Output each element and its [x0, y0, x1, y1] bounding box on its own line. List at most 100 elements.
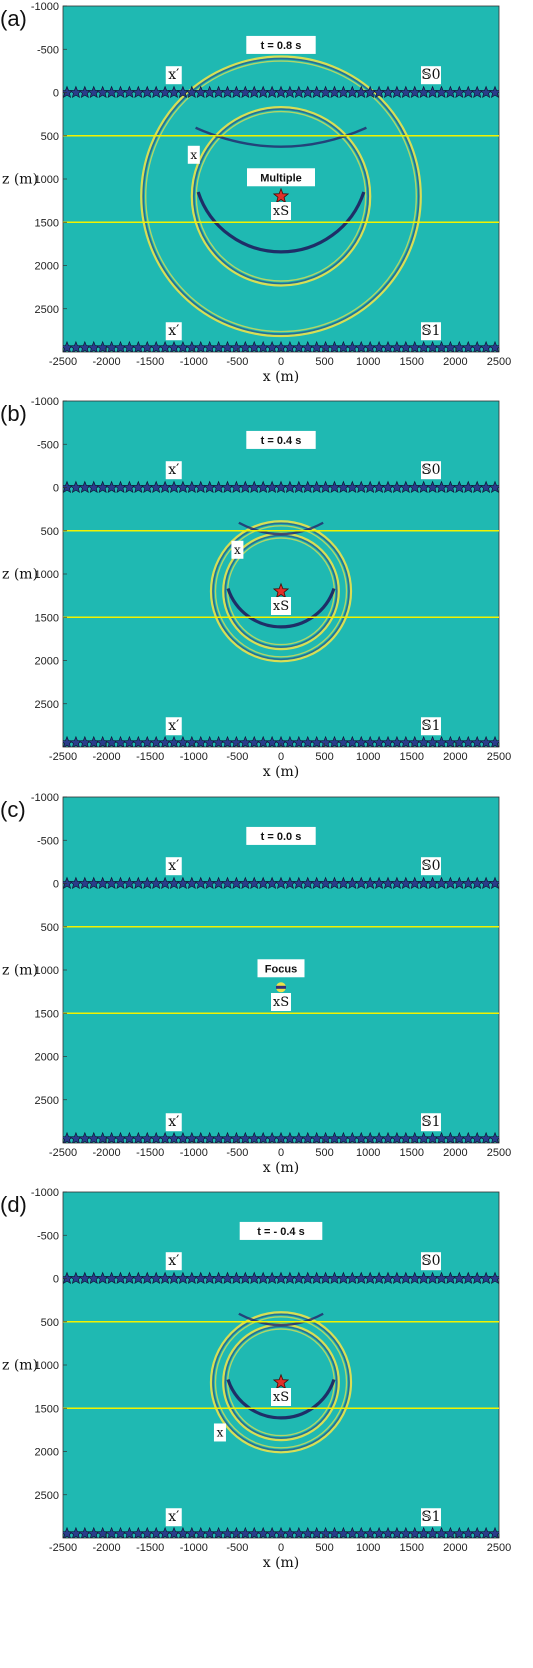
- point-x-label-box: [231, 540, 244, 559]
- x-axis-label: x (m): [263, 1555, 300, 1571]
- wavefront-outer: [190, 106, 372, 287]
- x-tick-label: -500: [226, 1542, 248, 1554]
- receiver-label-top-text: x′: [168, 67, 179, 83]
- source-label: xS: [271, 597, 291, 616]
- source-label: xS: [271, 993, 291, 1012]
- surface-s1-star: [488, 735, 499, 747]
- point-x-label: x: [213, 1423, 226, 1442]
- x-tick-label: -1000: [180, 751, 208, 763]
- time-label-text: t = 0.8 s: [261, 40, 302, 52]
- z-tick-label: 1000: [35, 965, 59, 977]
- surface-s0-star: [488, 876, 499, 890]
- z-tick-label: -500: [37, 835, 59, 847]
- x-tick-label: -500: [226, 1147, 248, 1159]
- surface-s0-label: 𝕊0: [420, 1252, 441, 1271]
- z-axis-label: z (m): [2, 171, 38, 187]
- panel-letter: (a): [0, 6, 27, 31]
- point-x-label-box: [213, 1423, 226, 1442]
- time-label-text: t = - 0.4 s: [257, 1226, 304, 1238]
- panel-letter: (d): [0, 1192, 27, 1217]
- plot-area: [62, 400, 500, 748]
- z-tick-label: 1500: [35, 1008, 59, 1020]
- surface-s1-label-box: [420, 322, 441, 341]
- receiver-label-bottom: x′: [165, 717, 182, 736]
- receiver-label-top-box: [165, 66, 182, 85]
- surface-s1-star: [488, 1526, 499, 1538]
- z-tick-label: 0: [53, 1274, 59, 1286]
- surface-s1-label-text: 𝕊1: [421, 1509, 440, 1525]
- point-x-label-box: [187, 145, 200, 164]
- z-tick-label: 1000: [35, 1360, 59, 1372]
- x-tick-label: 2500: [487, 1147, 511, 1159]
- receiver-label-top: x′: [165, 66, 182, 85]
- x-tick-label: 2000: [443, 1542, 467, 1554]
- z-tick-label: 1000: [35, 569, 59, 581]
- annotation-label: Focus: [257, 959, 305, 978]
- z-tick-label: 0: [53, 483, 59, 495]
- receiver-label-top-box: [165, 461, 182, 480]
- x-tick-label: 2000: [443, 356, 467, 368]
- surface-s0-label: 𝕊0: [420, 461, 441, 480]
- source-label: xS: [271, 202, 291, 221]
- x-tick-label: -2000: [93, 1147, 121, 1159]
- z-tick-label: -1000: [31, 1187, 59, 1199]
- receiver-label-top: x′: [165, 857, 182, 876]
- surface-s1-label-box: [420, 1508, 441, 1527]
- wavefront-inner: [145, 60, 417, 333]
- time-label: t = - 0.4 s: [239, 1221, 323, 1240]
- receiver-label-top-text: x′: [168, 1253, 179, 1269]
- wavefront-inner: [195, 110, 367, 282]
- surface-s0-label-box: [420, 1252, 441, 1271]
- source-label-text: xS: [273, 204, 289, 219]
- x-tick-label: 2500: [487, 356, 511, 368]
- panel-letter: (c): [0, 797, 26, 822]
- reflected-arc: [226, 588, 336, 629]
- x-tick-label: -1500: [136, 751, 164, 763]
- x-tick-label: 2000: [443, 751, 467, 763]
- x-tick-label: -2500: [49, 1542, 77, 1554]
- x-tick-label: 1000: [356, 1147, 380, 1159]
- z-tick-label: 2000: [35, 1447, 59, 1459]
- x-tick-label: -2000: [93, 356, 121, 368]
- surface-s1-label-box: [420, 717, 441, 736]
- z-axis-label: z (m): [2, 566, 38, 582]
- receiver-label-bottom-text: x′: [168, 1114, 179, 1130]
- z-tick-label: 1500: [35, 217, 59, 229]
- surface-s1-label: 𝕊1: [420, 717, 441, 736]
- annotation-label: Multiple: [247, 168, 315, 187]
- multiple-arc: [238, 1312, 324, 1327]
- source-label-text: xS: [273, 1390, 289, 1405]
- surface-s1-star: [488, 1131, 499, 1143]
- receiver-label-bottom-text: x′: [168, 718, 179, 734]
- surface-s0-label-box: [420, 857, 441, 876]
- panel-c: t = 0.0 s Focus x′ x′ 𝕊0 𝕊1 xS (c) -1000 -500 0 500…: [0, 792, 511, 1176]
- receiver-label-bottom-text: x′: [168, 323, 179, 339]
- z-tick-label: -1000: [31, 1, 59, 13]
- x-tick-label: -2500: [49, 356, 77, 368]
- x-tick-label: 1000: [356, 356, 380, 368]
- x-tick-label: 1500: [400, 1147, 424, 1159]
- z-tick-label: 500: [41, 1317, 59, 1329]
- time-label-text: t = 0.0 s: [261, 831, 302, 843]
- time-label-box: [246, 35, 316, 54]
- x-tick-label: -1500: [136, 1147, 164, 1159]
- z-axis-label: z (m): [2, 1357, 38, 1373]
- surface-s1-label: 𝕊1: [420, 1508, 441, 1527]
- source-star: [272, 582, 290, 599]
- panel-d: t = - 0.4 s x′ x′ 𝕊0 𝕊1 xS x (d) -1000 -500 0 500 10…: [0, 1187, 511, 1571]
- wavefront-outer: [140, 55, 422, 338]
- surface-s0-label-box: [420, 461, 441, 480]
- receiver-label-bottom-box: [165, 717, 182, 736]
- wavefront: [142, 57, 420, 335]
- x-tick-label: 0: [278, 1147, 284, 1159]
- receiver-label-top-box: [165, 857, 182, 876]
- point-x-label: x: [231, 540, 244, 559]
- surface-s0-label-text: 𝕊0: [421, 462, 440, 478]
- point-x-label: x: [187, 145, 200, 164]
- source-star: [272, 1373, 290, 1390]
- plot-content: [63, 1271, 499, 1538]
- x-tick-label: 500: [315, 751, 333, 763]
- wavefront-outer: [209, 1311, 353, 1454]
- z-tick-label: -1000: [31, 792, 59, 804]
